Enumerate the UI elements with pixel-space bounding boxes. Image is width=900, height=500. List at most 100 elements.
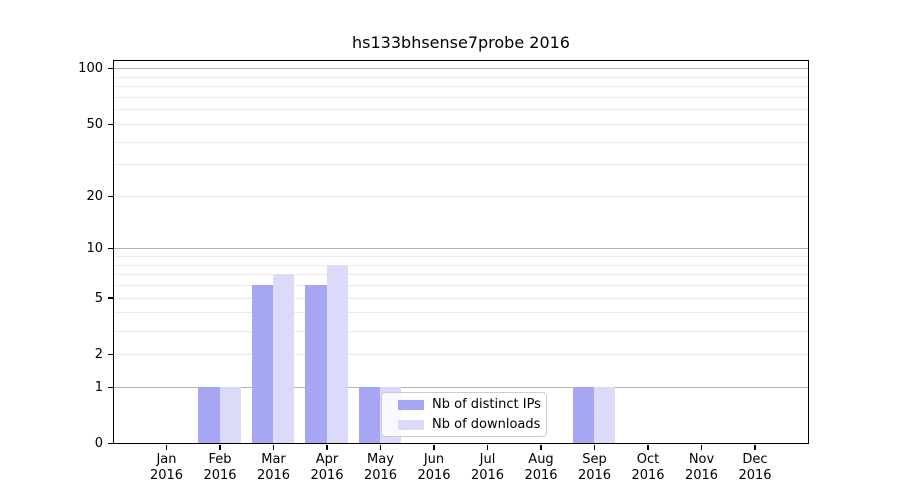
x-tick-year-apr: 2016	[310, 468, 344, 483]
y-tick-5	[108, 297, 113, 299]
minor-gridline-90	[114, 76, 808, 78]
x-tick-month-oct: Oct	[636, 452, 660, 467]
bar-distinct-ips-sep	[572, 386, 595, 443]
x-tick-jan	[165, 444, 168, 450]
legend-label-downloads: Nb of downloads	[432, 417, 541, 432]
minor-gridline-40	[114, 141, 808, 143]
minor-gridline-8	[114, 264, 808, 266]
x-tick-aug	[540, 444, 542, 450]
y-tick-0	[108, 442, 113, 445]
minor-gridline-60	[114, 109, 808, 111]
chart-title: hs133bhsense7probe 2016	[352, 33, 570, 52]
y-tick-label-10: 10	[86, 241, 103, 257]
x-tick-year-oct: 2016	[631, 468, 665, 483]
legend: Nb of distinct IPs Nb of downloads	[381, 392, 547, 437]
minor-gridline-80	[114, 86, 808, 88]
x-tick-year-sep: 2016	[577, 468, 612, 483]
y-tick-10	[108, 248, 113, 250]
x-tick-year-dec: 2016	[738, 468, 772, 483]
x-tick-month-feb: Feb	[208, 452, 232, 467]
x-tick-jun	[433, 444, 435, 450]
minor-gridline-9	[114, 256, 808, 258]
x-tick-month-apr: Apr	[315, 452, 339, 467]
y-tick-label-20: 20	[86, 188, 103, 204]
x-tick-nov	[700, 444, 703, 450]
major-gridline-10	[114, 248, 808, 250]
x-tick-feb	[219, 444, 221, 450]
x-tick-year-jul: 2016	[470, 468, 505, 483]
x-tick-label-jan: Jan 2016	[139, 452, 195, 484]
x-tick-label-feb: Feb 2016	[192, 452, 248, 484]
x-tick-dec	[754, 444, 756, 450]
bar-downloads-mar	[273, 274, 295, 443]
major-gridline-1	[114, 386, 808, 388]
x-tick-month-dec: Dec	[742, 452, 768, 467]
x-tick-label-sep: Sep 2016	[567, 452, 623, 484]
x-tick-label-may: May 2016	[353, 452, 409, 484]
bar-downloads-apr	[326, 264, 348, 443]
minor-gridline-3	[114, 330, 808, 332]
minor-gridline-50	[114, 123, 808, 125]
bar-distinct-ips-apr	[305, 285, 327, 443]
minor-gridline-20	[114, 195, 808, 197]
x-tick-may	[379, 444, 382, 450]
x-tick-label-jul: Jul 2016	[460, 452, 516, 484]
bar-distinct-ips-may	[358, 386, 381, 443]
y-tick-20	[108, 195, 113, 197]
x-tick-label-dec: Dec 2016	[727, 452, 783, 484]
x-tick-jul	[486, 444, 489, 450]
x-tick-label-mar: Mar 2016	[246, 452, 302, 484]
y-tick-label-50: 50	[86, 116, 103, 132]
x-tick-label-apr: Apr 2016	[299, 452, 355, 484]
x-tick-year-may: 2016	[363, 468, 398, 483]
x-tick-label-aug: Aug 2016	[513, 452, 569, 484]
x-tick-month-jan: Jan	[156, 452, 177, 467]
major-gridline-100	[114, 68, 808, 70]
x-tick-year-feb: 2016	[203, 468, 237, 483]
x-tick-month-may: May	[367, 452, 394, 467]
x-tick-label-nov: Nov 2016	[674, 452, 730, 484]
legend-label-distinct-ips: Nb of distinct IPs	[432, 397, 541, 412]
x-tick-year-jan: 2016	[149, 468, 184, 483]
x-tick-month-jun: Jun	[423, 452, 445, 467]
bar-downloads-sep	[594, 386, 616, 443]
x-tick-month-sep: Sep	[582, 452, 607, 467]
minor-gridline-7	[114, 274, 808, 276]
bar-distinct-ips-feb	[198, 386, 220, 443]
y-tick-label-100: 100	[78, 61, 103, 77]
x-tick-month-jul: Jul	[479, 452, 496, 467]
minor-gridline-70	[114, 96, 808, 98]
minor-gridline-30	[114, 164, 808, 166]
x-tick-mar	[272, 444, 275, 450]
minor-gridline-6	[114, 285, 808, 287]
y-tick-label-0: 0	[94, 436, 103, 451]
x-tick-label-jun: Jun 2016	[406, 452, 462, 484]
minor-gridline-5	[114, 297, 808, 299]
x-tick-year-jun: 2016	[417, 468, 451, 483]
x-tick-year-aug: 2016	[524, 468, 558, 483]
legend-swatch-distinct-ips-icon	[398, 399, 424, 410]
x-tick-year-mar: 2016	[256, 468, 291, 483]
legend-entry-distinct-ips: Nb of distinct IPs	[398, 396, 546, 413]
minor-gridline-2	[114, 353, 808, 355]
y-tick-1	[108, 386, 113, 388]
y-tick-2	[108, 353, 113, 355]
y-tick-label-1: 1	[94, 379, 103, 395]
bar-downloads-feb	[219, 386, 241, 443]
x-tick-year-nov: 2016	[684, 468, 719, 483]
x-tick-month-nov: Nov	[688, 452, 715, 467]
legend-swatch-downloads-icon	[398, 419, 424, 430]
y-tick-50	[108, 123, 113, 125]
bar-distinct-ips-mar	[251, 285, 274, 443]
y-tick-label-2: 2	[94, 346, 103, 362]
x-tick-sep	[593, 444, 596, 450]
x-tick-apr	[326, 444, 328, 450]
x-tick-oct	[647, 444, 649, 450]
legend-entry-downloads: Nb of downloads	[398, 416, 546, 433]
y-tick-label-5: 5	[94, 290, 103, 306]
y-tick-100	[108, 68, 113, 70]
x-tick-month-aug: Aug	[528, 452, 554, 467]
x-tick-month-mar: Mar	[261, 452, 286, 467]
minor-gridline-4	[114, 312, 808, 314]
